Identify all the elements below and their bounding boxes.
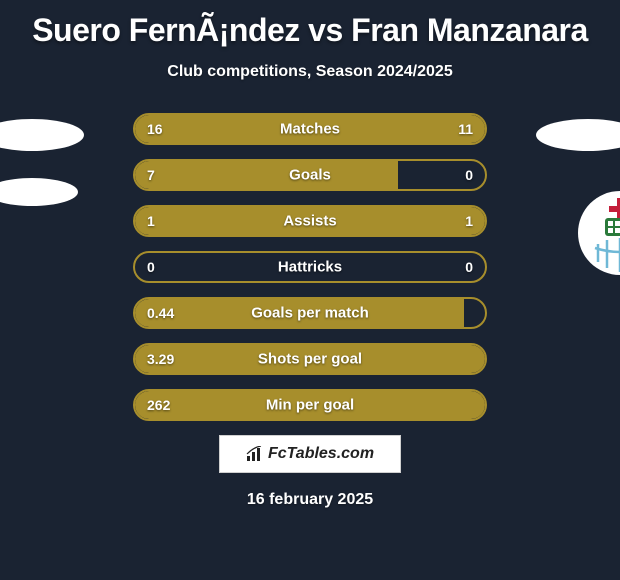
stat-value-left: 16 <box>147 121 163 137</box>
stats-container: 16 Matches 11 7 Goals 0 1 Assists 1 0 Hattricks 0 0.… <box>133 113 487 421</box>
stat-label: Goals per match <box>251 305 369 322</box>
stat-label: Assists <box>283 213 336 230</box>
stat-value-left: 262 <box>147 397 170 413</box>
date-label: 16 february 2025 <box>0 491 620 509</box>
fctables-logo: FcTables.com <box>219 435 401 473</box>
stat-label: Min per goal <box>266 397 354 414</box>
player2-avatar-top <box>518 115 620 160</box>
stat-row: 0 Hattricks 0 <box>133 251 487 283</box>
stat-value-left: 0.44 <box>147 305 174 321</box>
chart-icon <box>246 446 264 462</box>
player1-avatar-top <box>0 115 102 160</box>
stat-value-left: 7 <box>147 167 155 183</box>
stat-row: 16 Matches 11 <box>133 113 487 145</box>
subtitle: Club competitions, Season 2024/2025 <box>0 63 620 81</box>
stat-value-right: 1 <box>465 213 473 229</box>
stat-row: 262 Min per goal <box>133 389 487 421</box>
stat-row: 3.29 Shots per goal <box>133 343 487 375</box>
stat-label: Goals <box>289 167 331 184</box>
logo-text: FcTables.com <box>268 445 374 463</box>
stat-value-left: 3.29 <box>147 351 174 367</box>
stat-value-right: 11 <box>458 121 473 137</box>
stat-row: 0.44 Goals per match <box>133 297 487 329</box>
stat-value-right: 0 <box>465 259 473 275</box>
player2-club-badge <box>565 178 620 293</box>
stat-value-left: 1 <box>147 213 155 229</box>
stat-row: 7 Goals 0 <box>133 159 487 191</box>
stat-label: Hattricks <box>278 259 342 276</box>
stat-row: 1 Assists 1 <box>133 205 487 237</box>
stat-value-left: 0 <box>147 259 155 275</box>
stat-fill-left <box>135 161 398 189</box>
stat-label: Matches <box>280 121 340 138</box>
stat-label: Shots per goal <box>258 351 362 368</box>
page-title: Suero FernÃ¡ndez vs Fran Manzanara <box>0 0 620 49</box>
player1-avatar-bottom <box>0 174 92 215</box>
stat-value-right: 0 <box>465 167 473 183</box>
